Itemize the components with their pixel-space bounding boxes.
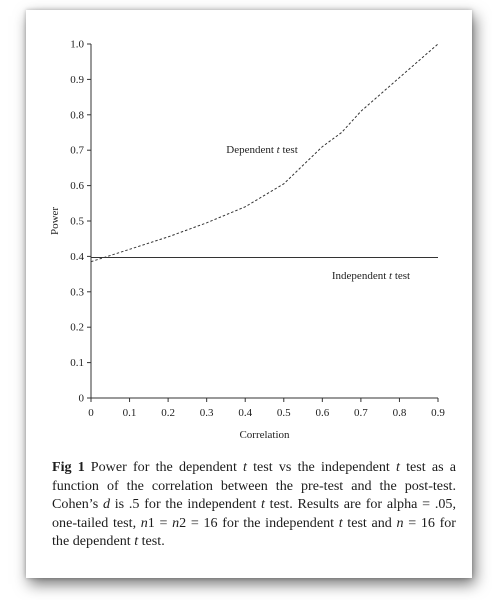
y-tick-label: 0.7 — [70, 145, 84, 157]
x-tick-label: 0.6 — [315, 407, 329, 419]
figure-caption: Fig 1 Power for the dependent t test vs t… — [52, 458, 456, 551]
x-tick-label: 0.9 — [431, 407, 445, 419]
y-tick-label: 1.0 — [70, 39, 84, 51]
y-tick-label: 0.6 — [70, 180, 84, 192]
dependent-t-test-line — [90, 43, 439, 263]
y-tick-label: 0.2 — [70, 322, 84, 334]
figure-label: Fig 1 — [52, 459, 85, 475]
x-tick-label: 0.4 — [238, 407, 252, 419]
chart-ticks: 0 0.1 0.2 0.3 0.4 0.5 0.6 0.7 0.8 0.9 1.0 0 0.1 0.2 0.… — [70, 39, 445, 420]
y-tick-label: 0.5 — [70, 216, 84, 228]
caption-text: Power for the dependent t test vs the in… — [52, 459, 456, 549]
x-tick-label: 0.7 — [354, 407, 368, 419]
y-axis-title: Power — [49, 207, 61, 235]
y-tick-label: 0.3 — [70, 286, 84, 298]
independent-series-label: Independent t test — [332, 270, 410, 282]
power-chart: 0 0.1 0.2 0.3 0.4 0.5 0.6 0.7 0.8 0.9 1.0 0 0.1 0.2 0.… — [49, 39, 445, 442]
x-tick-label: 0.1 — [123, 407, 137, 419]
y-tick-label: 0.8 — [70, 109, 84, 121]
x-tick-label: 0.8 — [393, 407, 407, 419]
y-tick-label: 0.4 — [70, 251, 84, 263]
x-tick-label: 0.5 — [277, 407, 291, 419]
x-tick-label: 0.3 — [200, 407, 214, 419]
chart-axes — [90, 44, 438, 399]
y-tick-label: 0.1 — [70, 357, 84, 369]
y-tick-label: 0 — [79, 393, 85, 405]
x-axis-title: Correlation — [239, 429, 290, 441]
chart-series — [90, 43, 439, 263]
figure-card — [26, 10, 472, 578]
x-tick-label: 0.2 — [161, 407, 175, 419]
dependent-series-label: Dependent t test — [226, 144, 298, 156]
y-tick-label: 0.9 — [70, 74, 84, 86]
x-tick-label: 0 — [88, 407, 94, 419]
chart-labels: Correlation Power Dependent t test Independ… — [49, 144, 410, 441]
